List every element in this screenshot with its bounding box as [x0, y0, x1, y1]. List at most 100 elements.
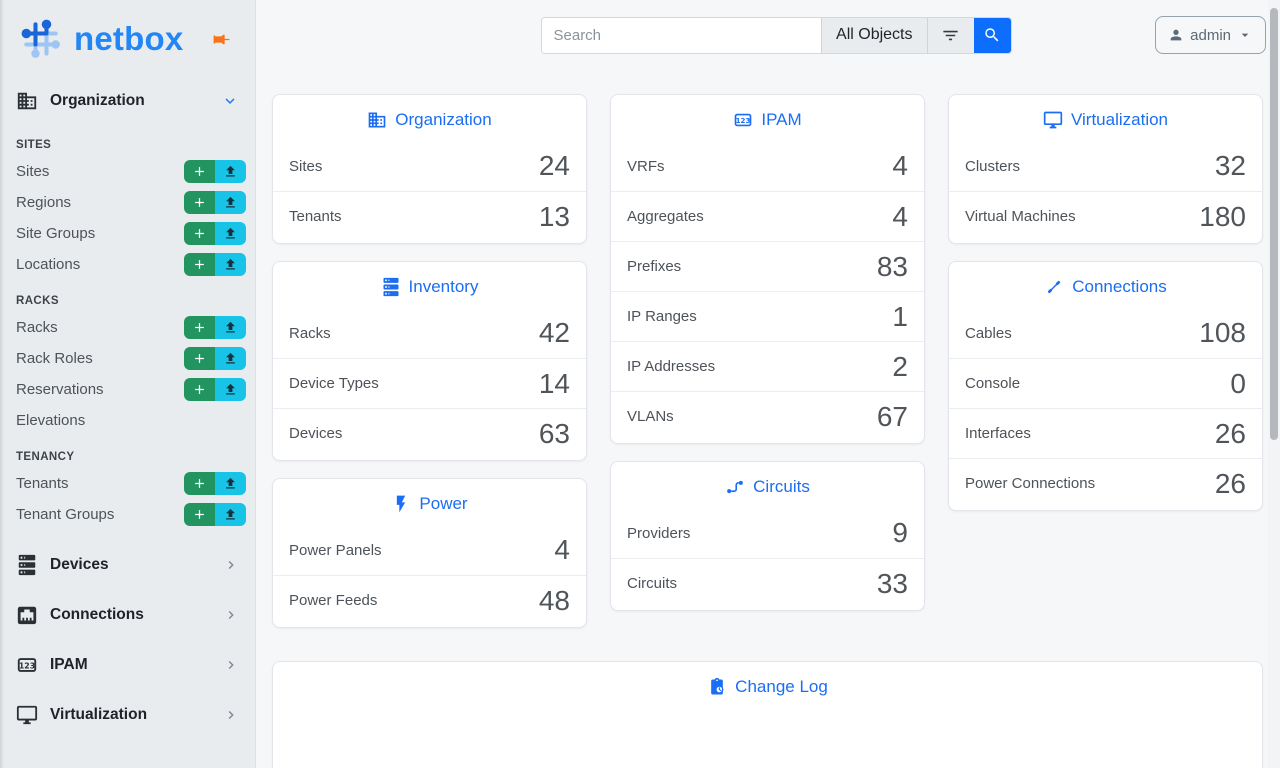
stat-label: IP Ranges	[627, 308, 697, 325]
stat-label: IP Addresses	[627, 358, 716, 375]
stat-row-devices[interactable]: Devices 63	[273, 408, 586, 458]
item-actions	[184, 347, 246, 370]
sidebar-item-elevations[interactable]: Elevations	[0, 405, 255, 436]
stat-row-power-connections[interactable]: Power Connections 26	[949, 458, 1262, 508]
upload-icon	[223, 195, 238, 210]
cable-icon	[1044, 277, 1064, 297]
sidebar-item-label: Regions	[16, 194, 72, 211]
stat-row-providers[interactable]: Providers 9	[611, 508, 924, 558]
stat-label: Prefixes	[627, 258, 682, 275]
sidebar-item-label: Reservations	[16, 381, 104, 398]
stat-row-virtual-machines[interactable]: Virtual Machines 180	[949, 191, 1262, 241]
add-button[interactable]	[184, 472, 215, 495]
stat-value: 1	[892, 300, 908, 332]
add-button[interactable]	[184, 378, 215, 401]
stat-row-ip-addresses[interactable]: IP Addresses 2	[611, 341, 924, 391]
card-title-ipam[interactable]: 123 IPAM	[611, 95, 924, 141]
card-title-inventory[interactable]: Inventory	[273, 262, 586, 308]
sidebar-item-tenants[interactable]: Tenants	[0, 468, 255, 499]
stat-row-tenants[interactable]: Tenants 13	[273, 191, 586, 241]
add-button[interactable]	[184, 160, 215, 183]
sidebar-group-connections[interactable]: Connections	[0, 590, 255, 640]
add-button[interactable]	[184, 316, 215, 339]
sidebar-item-locations[interactable]: Locations	[0, 249, 255, 280]
stat-value: 26	[1214, 417, 1246, 449]
stat-value: 42	[538, 317, 570, 348]
sidebar-item-label: Racks	[16, 319, 58, 336]
sidebar-group-ipam[interactable]: 123 IPAM	[0, 640, 255, 690]
server-icon	[381, 277, 401, 297]
sidebar-group-virtualization[interactable]: Virtualization	[0, 690, 255, 740]
add-button[interactable]	[184, 222, 215, 245]
stat-label: Circuits	[627, 575, 678, 592]
stat-value: 67	[876, 400, 908, 432]
stat-row-device-types[interactable]: Device Types 14	[273, 358, 586, 408]
search-input[interactable]	[541, 17, 822, 53]
stats-card-connections: Connections Cables 108 Console 0 Interfaces 26…	[948, 261, 1263, 511]
import-button[interactable]	[215, 347, 246, 370]
filter-button[interactable]	[926, 17, 974, 53]
import-button[interactable]	[215, 191, 246, 214]
card-title-connections[interactable]: Connections	[949, 262, 1262, 308]
stat-label: Power Feeds	[289, 592, 378, 609]
stats-card-inventory: Inventory Racks 42 Device Types 14 Devices 63	[272, 261, 587, 461]
sidebar-item-tenant-groups[interactable]: Tenant Groups	[0, 499, 255, 530]
stat-row-console[interactable]: Console 0	[949, 358, 1262, 408]
import-button[interactable]	[215, 316, 246, 339]
search-submit-button[interactable]	[973, 17, 1011, 53]
stat-row-power-panels[interactable]: Power Panels 4	[273, 525, 586, 575]
add-button[interactable]	[184, 253, 215, 276]
stat-row-vrfs[interactable]: VRFs 4	[611, 141, 924, 191]
stat-row-sites[interactable]: Sites 24	[273, 141, 586, 191]
card-title-power[interactable]: Power	[273, 479, 586, 525]
sidebar-item-site-groups[interactable]: Site Groups	[0, 218, 255, 249]
sidebar-group-devices[interactable]: Devices	[0, 540, 255, 590]
stat-row-power-feeds[interactable]: Power Feeds 48	[273, 575, 586, 625]
import-button[interactable]	[215, 503, 246, 526]
pin-icon[interactable]	[212, 30, 231, 49]
sidebar-item-reservations[interactable]: Reservations	[0, 374, 255, 405]
stat-row-cables[interactable]: Cables 108	[949, 308, 1262, 358]
changelog-card-header[interactable]: Change Log	[273, 662, 1262, 708]
import-button[interactable]	[215, 222, 246, 245]
card-title-virtualization[interactable]: Virtualization	[949, 95, 1262, 141]
stat-value: 4	[892, 200, 908, 232]
add-button[interactable]	[184, 191, 215, 214]
stat-row-interfaces[interactable]: Interfaces 26	[949, 408, 1262, 458]
import-button[interactable]	[215, 253, 246, 276]
sidebar: netbox Organization SITES Sites Regions Sit…	[0, 0, 256, 768]
sidebar-item-racks[interactable]: Racks	[0, 312, 255, 343]
username: admin	[1190, 26, 1231, 44]
stat-value: 4	[554, 534, 570, 565]
card-title-text: Inventory	[408, 277, 479, 296]
brand[interactable]: netbox	[0, 0, 255, 78]
add-button[interactable]	[184, 503, 215, 526]
stat-row-circuits[interactable]: Circuits 33	[611, 558, 924, 608]
card-title-organization[interactable]: Organization	[273, 95, 586, 141]
import-button[interactable]	[215, 160, 246, 183]
import-button[interactable]	[215, 378, 246, 401]
stat-row-aggregates[interactable]: Aggregates 4	[611, 191, 924, 241]
server-icon	[16, 554, 38, 576]
stat-row-racks[interactable]: Racks 42	[273, 308, 586, 358]
sidebar-group-organization[interactable]: Organization	[0, 78, 255, 124]
upload-icon	[223, 164, 238, 179]
item-actions	[184, 472, 246, 495]
stat-row-vlans[interactable]: VLANs 67	[611, 391, 924, 441]
sidebar-item-sites[interactable]: Sites	[0, 156, 255, 187]
sidebar-item-regions[interactable]: Regions	[0, 187, 255, 218]
sidebar-item-label: Site Groups	[16, 225, 96, 242]
stat-row-prefixes[interactable]: Prefixes 83	[611, 241, 924, 291]
scrollbar-thumb[interactable]	[1270, 8, 1278, 440]
card-title-circuits[interactable]: Circuits	[611, 462, 924, 508]
import-button[interactable]	[215, 472, 246, 495]
sidebar-item-rack-roles[interactable]: Rack Roles	[0, 343, 255, 374]
user-menu-button[interactable]: admin	[1155, 16, 1266, 54]
upload-icon	[223, 320, 238, 335]
scrollbar[interactable]	[1268, 0, 1280, 768]
add-button[interactable]	[184, 347, 215, 370]
plus-icon	[192, 382, 207, 397]
stat-row-ip-ranges[interactable]: IP Ranges 1	[611, 291, 924, 341]
stat-row-clusters[interactable]: Clusters 32	[949, 141, 1262, 191]
search-scope-dropdown[interactable]: All Objects	[821, 17, 927, 53]
